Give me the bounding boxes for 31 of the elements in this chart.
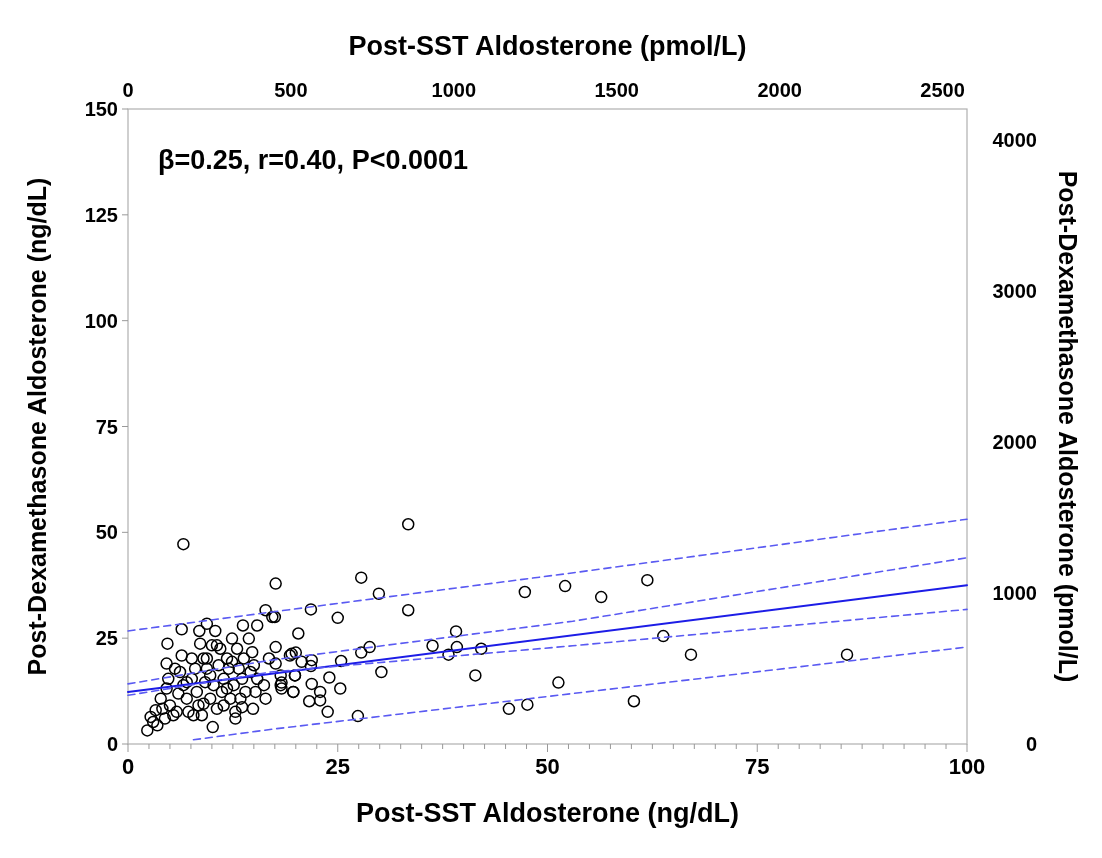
x2-tick-label: 0 (122, 79, 134, 101)
x2-tick-label: 1000 (431, 79, 477, 101)
y-tick-label: 100 (84, 309, 118, 332)
x-tick-label: 50 (535, 754, 560, 779)
y-tick-label: 0 (106, 733, 118, 755)
x-tick-label: 75 (745, 754, 770, 779)
y-tick-label: 150 (84, 98, 118, 120)
y2-tick-label: 1000 (992, 581, 1037, 604)
y2-tick-label: 4000 (992, 128, 1037, 151)
y2-axis-title: Post-Dexamethasone Aldosterone (pmol/L) (1054, 170, 1082, 683)
x-axis-title: Post-SST Aldosterone (ng/dL) (356, 798, 739, 828)
y2-tick-label: 3000 (992, 279, 1037, 302)
y-tick-label: 125 (84, 203, 118, 226)
y-tick-label: 75 (95, 415, 118, 438)
x2-tick-label: 500 (274, 79, 308, 101)
x2-tick-label: 2500 (920, 79, 965, 101)
y-tick-label: 25 (95, 627, 118, 650)
annotation: β=0.25, r=0.40, P<0.0001 (158, 145, 468, 175)
x-tick-label: 100 (948, 754, 986, 779)
line-series (127, 608, 968, 697)
y2-tick-label: 0 (1025, 733, 1037, 755)
x2-axis-title: Post-SST Aldosterone (pmol/L) (348, 31, 747, 61)
x-tick-label: 25 (325, 754, 350, 779)
line-series (127, 556, 968, 685)
y-tick-label: 50 (95, 521, 118, 544)
x-tick-label: 0 (121, 754, 135, 779)
y2-tick-label: 2000 (992, 430, 1037, 453)
line-series (127, 518, 968, 632)
y-axis-title: Post-Dexamethasone Aldosterone (ng/dL) (23, 177, 51, 676)
x2-tick-label: 1500 (594, 79, 639, 101)
x2-tick-label: 2000 (757, 79, 802, 101)
